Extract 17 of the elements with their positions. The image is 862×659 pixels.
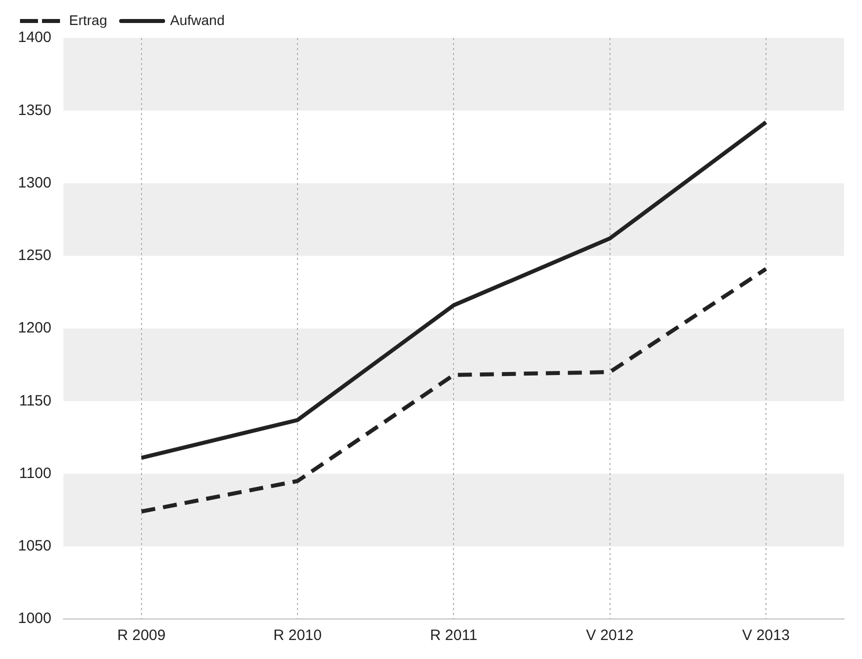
y-tick-label: 1300 <box>18 174 52 192</box>
y-tick-label: 1100 <box>19 464 52 482</box>
x-tick-label: R 2009 <box>117 627 166 644</box>
line-series <box>139 266 768 514</box>
x-tick-label: R 2011 <box>430 627 478 644</box>
x-tick-label: R 2010 <box>273 627 322 644</box>
y-tick-label: 1350 <box>18 102 52 119</box>
y-tick-label: 1200 <box>18 320 52 337</box>
x-tick-label: V 2013 <box>742 627 790 644</box>
y-tick-label: 1150 <box>19 392 52 410</box>
y-tick-label: 1250 <box>18 247 52 264</box>
legend-label: Aufwand <box>170 12 225 28</box>
y-tick-label: 1400 <box>18 29 52 46</box>
y-tick-label: 1050 <box>18 538 52 555</box>
x-tick-label: V 2012 <box>586 627 634 644</box>
legend-label: Ertrag <box>69 12 108 28</box>
y-tick-label: 1000 <box>18 610 52 628</box>
